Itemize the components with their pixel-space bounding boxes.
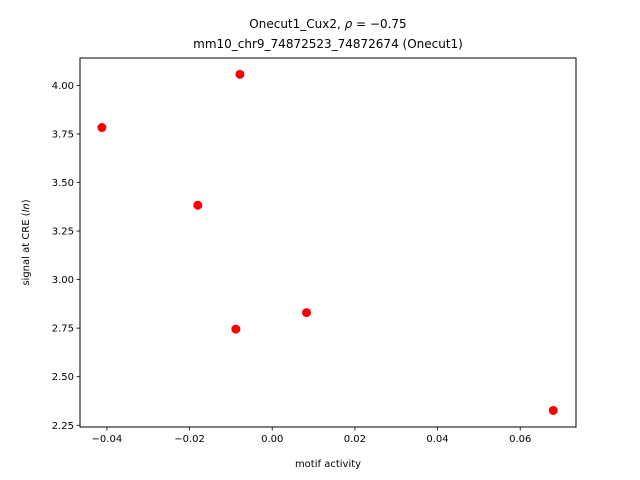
plot-frame xyxy=(79,57,577,428)
chart-title-line1: Onecut1_Cux2, ρ = −0.75 xyxy=(249,17,406,31)
y-tick-label: 4.00 xyxy=(52,81,74,92)
data-point xyxy=(97,123,107,133)
y-axis-ticks: 2.25 2.50 2.75 3.00 3.25 3.50 3.75 4.00 xyxy=(52,81,80,432)
x-tick-label: 0.00 xyxy=(261,434,283,445)
y-tick-label: 3.25 xyxy=(52,227,74,238)
y-tick-label: 2.75 xyxy=(52,324,74,335)
x-tick-label: 0.06 xyxy=(509,434,531,445)
data-point xyxy=(548,405,558,415)
x-tick-label: 0.04 xyxy=(426,434,448,445)
data-point xyxy=(235,69,245,79)
y-tick-label: 3.00 xyxy=(52,275,74,286)
chart-title-line2: mm10_chr9_74872523_74872674 (Onecut1) xyxy=(193,37,463,51)
y-tick-label: 2.50 xyxy=(52,372,74,383)
data-point xyxy=(302,308,312,318)
x-tick-label: −0.04 xyxy=(92,434,123,445)
data-points xyxy=(97,69,558,415)
y-tick-label: 2.25 xyxy=(52,421,74,432)
x-axis-ticks: −0.04 −0.02 0.00 0.02 0.04 0.06 xyxy=(92,427,531,445)
y-tick-label: 3.75 xyxy=(52,129,74,140)
data-point xyxy=(231,324,241,334)
y-tick-label: 3.50 xyxy=(52,178,74,189)
x-axis-label: motif activity xyxy=(295,459,361,470)
data-point xyxy=(193,200,203,210)
x-tick-label: 0.02 xyxy=(344,434,366,445)
x-tick-label: −0.02 xyxy=(174,434,205,445)
y-axis-label: signal at CRE (ln) xyxy=(21,199,32,285)
